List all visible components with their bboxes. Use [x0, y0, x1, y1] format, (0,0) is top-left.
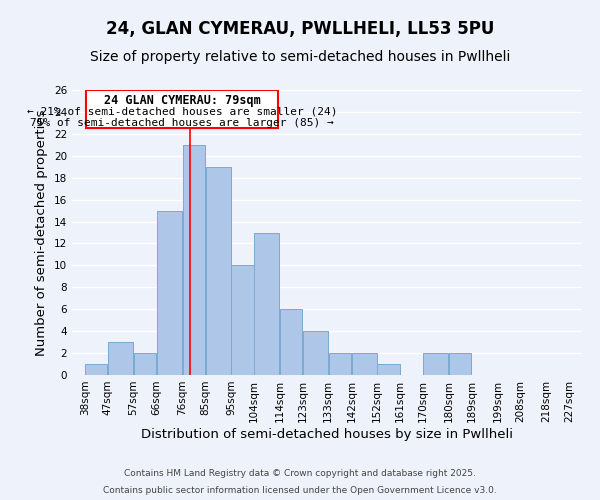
Bar: [329, 353, 351, 375]
Bar: [352, 353, 377, 375]
Bar: [134, 353, 156, 375]
Bar: [206, 166, 230, 375]
Y-axis label: Number of semi-detached properties: Number of semi-detached properties: [35, 110, 49, 356]
Bar: [231, 266, 254, 375]
Bar: [449, 353, 472, 375]
Bar: [86, 90, 278, 128]
Text: 75% of semi-detached houses are larger (85) →: 75% of semi-detached houses are larger (…: [31, 118, 334, 128]
X-axis label: Distribution of semi-detached houses by size in Pwllheli: Distribution of semi-detached houses by …: [141, 428, 513, 440]
Bar: [108, 342, 133, 375]
Bar: [303, 331, 328, 375]
Bar: [182, 145, 205, 375]
Text: Contains public sector information licensed under the Open Government Licence v3: Contains public sector information licen…: [103, 486, 497, 495]
Bar: [254, 232, 279, 375]
Text: Size of property relative to semi-detached houses in Pwllheli: Size of property relative to semi-detach…: [90, 50, 510, 64]
Bar: [424, 353, 448, 375]
Bar: [280, 309, 302, 375]
Text: Contains HM Land Registry data © Crown copyright and database right 2025.: Contains HM Land Registry data © Crown c…: [124, 468, 476, 477]
Text: 24 GLAN CYMERAU: 79sqm: 24 GLAN CYMERAU: 79sqm: [104, 94, 260, 108]
Bar: [157, 210, 182, 375]
Text: ← 21% of semi-detached houses are smaller (24): ← 21% of semi-detached houses are smalle…: [27, 106, 337, 117]
Bar: [377, 364, 400, 375]
Text: 24, GLAN CYMERAU, PWLLHELI, LL53 5PU: 24, GLAN CYMERAU, PWLLHELI, LL53 5PU: [106, 20, 494, 38]
Bar: [85, 364, 107, 375]
